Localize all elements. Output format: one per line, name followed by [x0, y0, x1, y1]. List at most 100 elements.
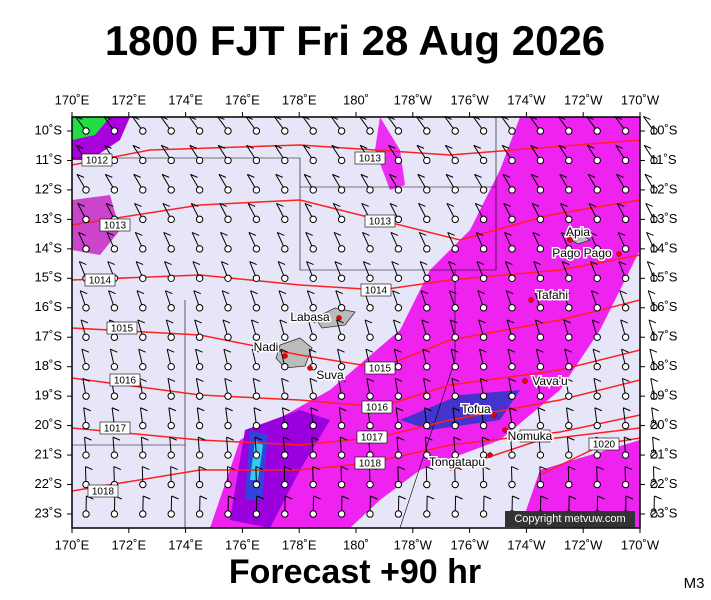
lon-label-bottom: 174˚W — [507, 537, 546, 552]
lon-label-bottom: 174˚E — [168, 537, 203, 552]
isobar-label: 1018 — [359, 459, 382, 470]
barb-flag — [142, 466, 150, 470]
barb-flag — [536, 377, 545, 382]
station — [252, 156, 261, 165]
barb-flag — [105, 173, 113, 178]
station — [139, 451, 147, 459]
lat-label-right: 14˚S — [650, 240, 678, 255]
station — [394, 245, 403, 253]
barb-flag — [396, 436, 405, 441]
station — [423, 245, 431, 253]
station — [281, 451, 289, 459]
barb-flag — [303, 173, 312, 178]
barb-flag — [307, 290, 315, 295]
isobar-label-box — [356, 430, 388, 444]
barb-flag — [539, 466, 548, 470]
barb-flag — [452, 407, 461, 412]
barb-flag — [451, 377, 460, 382]
station — [281, 274, 289, 282]
barb-flag — [447, 232, 455, 236]
barb-flag — [141, 436, 149, 441]
barb-flag — [506, 319, 515, 324]
station — [479, 333, 488, 341]
isobar-label: 1016 — [366, 403, 389, 414]
barb-flag — [253, 407, 262, 412]
station — [139, 274, 147, 282]
lat-label-right: 22˚S — [650, 476, 678, 491]
barb-flag — [449, 290, 457, 295]
barb-flag — [651, 407, 659, 412]
barb-flag — [560, 202, 568, 207]
barb-flag — [508, 377, 516, 382]
lat-label-right: 21˚S — [650, 446, 678, 461]
barb-flag — [106, 232, 115, 236]
station — [366, 510, 374, 518]
station — [479, 245, 488, 253]
station — [479, 451, 488, 459]
barb-flag — [597, 495, 605, 500]
barb-flag — [622, 377, 630, 382]
station — [621, 451, 630, 459]
station — [337, 333, 346, 341]
lon-label-top: 176˚E — [225, 92, 260, 107]
barb-flag — [306, 261, 314, 266]
barb-flag — [281, 377, 289, 382]
forecast-label: Forecast +90 hr — [229, 553, 481, 591]
barb-flag — [255, 466, 264, 470]
station — [593, 304, 601, 312]
station — [281, 245, 289, 253]
barb-flag — [507, 348, 516, 353]
barb-flag — [504, 232, 512, 236]
barb-flag — [389, 202, 398, 207]
station — [337, 392, 346, 400]
barb-flag — [479, 348, 487, 353]
station — [195, 480, 204, 489]
barb-flag — [219, 202, 227, 207]
station — [451, 510, 459, 518]
barb-flag — [313, 495, 321, 500]
barb-flag — [82, 377, 90, 382]
station — [252, 186, 261, 194]
station — [252, 362, 261, 371]
station — [451, 392, 459, 400]
station — [224, 127, 232, 135]
lat-label-right: 13˚S — [650, 211, 678, 226]
barb-flag — [644, 173, 653, 178]
barb-flag — [170, 466, 178, 470]
lat-label-left: 18˚S — [35, 358, 63, 373]
barb-flag — [104, 144, 112, 149]
barb-flag — [309, 377, 318, 382]
station — [394, 333, 403, 341]
barb-flag — [247, 202, 256, 207]
lat-label-right: 12˚S — [650, 181, 678, 196]
place-dot — [282, 353, 288, 359]
barb-flag — [227, 466, 235, 470]
station — [508, 304, 516, 312]
barb-flag — [311, 436, 319, 441]
copyright: Copyright metvuw.com — [514, 513, 625, 525]
barb-flag — [621, 348, 629, 353]
barb-flag — [568, 466, 576, 470]
place-dot — [616, 251, 622, 257]
station — [565, 245, 573, 253]
barb-flag — [480, 377, 488, 382]
barb-flag — [284, 495, 293, 500]
barb-flag — [565, 377, 573, 382]
station — [650, 127, 658, 135]
barb-flag — [275, 173, 283, 178]
station — [82, 186, 90, 194]
barb-flag — [76, 173, 85, 178]
barb-flag — [388, 144, 396, 149]
barb-flag — [362, 232, 370, 236]
station — [565, 392, 573, 400]
barb-flag — [596, 466, 604, 470]
lat-label-left: 11˚S — [36, 152, 63, 167]
barb-flag — [562, 290, 571, 295]
lat-label-left: 15˚S — [35, 270, 63, 285]
barb-flag — [132, 144, 141, 149]
station — [139, 333, 147, 341]
station — [309, 480, 317, 489]
isobar-label: 1013 — [104, 221, 127, 232]
barb-flag — [191, 202, 199, 207]
